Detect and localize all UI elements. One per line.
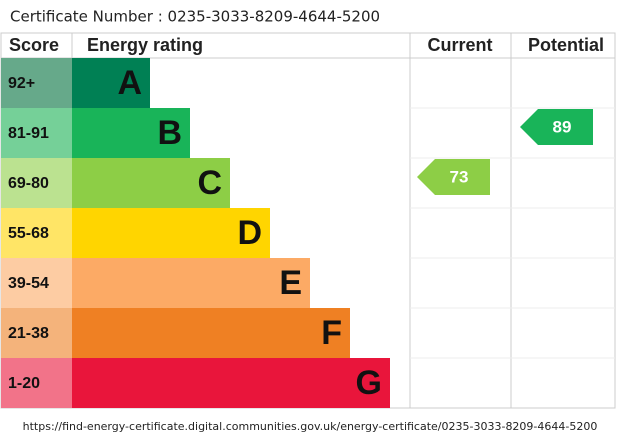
footer-url: https://find-energy-certificate.digital.… (23, 420, 598, 433)
rating-letter: C (197, 164, 222, 202)
header-potential: Potential (528, 35, 604, 55)
score-cell (1, 208, 72, 258)
header-current: Current (427, 35, 492, 55)
rating-letter: G (356, 364, 382, 402)
score-cell (1, 58, 72, 108)
header-rating: Energy rating (87, 35, 203, 55)
rating-bar (72, 108, 190, 158)
score-range: 69-80 (8, 175, 49, 192)
rating-bar (72, 358, 390, 408)
rating-bar (72, 58, 150, 108)
rating-letter: B (157, 114, 182, 152)
certificate-number: Certificate Number : 0235-3033-8209-4644… (10, 8, 380, 26)
score-cell (1, 358, 72, 408)
current-arrow (417, 159, 490, 195)
potential-arrow (520, 109, 593, 145)
rating-letter: D (237, 214, 262, 252)
rating-letter: F (321, 314, 342, 352)
score-cell (1, 308, 72, 358)
score-range: 21-38 (8, 325, 49, 342)
score-range: 1-20 (8, 375, 40, 392)
header-score: Score (9, 35, 59, 55)
score-range: 92+ (8, 75, 35, 92)
current-value: 73 (450, 167, 469, 186)
rating-letter: A (117, 64, 142, 102)
rating-bar (72, 258, 310, 308)
score-cell (1, 108, 72, 158)
rating-letter: E (279, 264, 302, 302)
score-cell (1, 258, 72, 308)
score-range: 55-68 (8, 225, 49, 242)
potential-value: 89 (553, 117, 572, 136)
score-range: 81-91 (8, 125, 49, 142)
rating-bar (72, 208, 270, 258)
rating-bar (72, 158, 230, 208)
score-cell (1, 158, 72, 208)
score-range: 39-54 (8, 275, 49, 292)
rating-bar (72, 308, 350, 358)
